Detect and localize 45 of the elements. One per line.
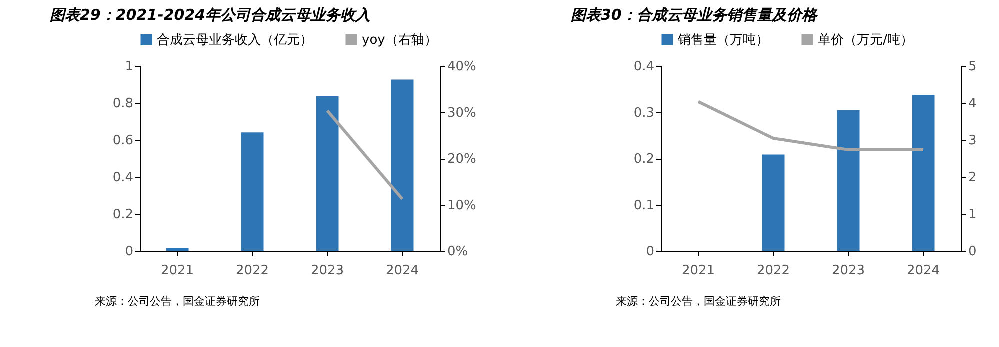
y-tick-label: 0.6: [112, 134, 134, 148]
y2-tick-label: 1: [968, 208, 977, 222]
x-tick-label: 2022: [756, 264, 790, 278]
y2-tick-label: 0: [968, 244, 977, 260]
source-note: 来源：公司公告，国金证券研究所: [616, 295, 781, 308]
y-tick-label: 0.3: [634, 106, 654, 121]
bar: [912, 95, 935, 251]
y2-tick-label: 2: [968, 170, 977, 186]
source-note: 来源：公司公告，国金证券研究所: [95, 295, 260, 308]
y-tick-label: 0: [646, 244, 654, 260]
legend-label: 合成云母业务收入（亿元）: [157, 32, 313, 48]
x-tick-label: 2021: [160, 264, 194, 278]
y2-tick-label: 10%: [448, 198, 476, 214]
chart-title: 图表30：合成云母业务销售量及价格: [571, 6, 819, 24]
x-tick-label: 2021: [682, 264, 716, 278]
bar: [166, 248, 189, 251]
bar: [391, 80, 414, 251]
y-tick-label: 0.8: [112, 96, 134, 112]
bar: [762, 154, 785, 251]
bar: [241, 132, 264, 251]
y-tick-label: 0.2: [112, 208, 134, 222]
y2-tick-label: 20%: [448, 152, 476, 167]
y-tick-label: 0.2: [634, 152, 654, 167]
x-tick-label: 2023: [832, 264, 866, 278]
legend-label: 销售量（万吨）: [677, 32, 769, 48]
x-tick-label: 2024: [906, 264, 940, 278]
legend-label: 单价（万元/吨）: [818, 32, 914, 48]
chart-title: 图表29：2021-2024年公司合成云母业务收入: [50, 6, 371, 24]
y2-tick-label: 40%: [448, 60, 476, 74]
y2-tick-label: 30%: [448, 106, 476, 121]
y-tick-label: 0.1: [634, 198, 654, 214]
y-tick-label: 0: [125, 244, 134, 260]
y-tick-label: 1: [125, 60, 134, 74]
x-tick-label: 2022: [236, 264, 270, 278]
y-tick-label: 0.4: [634, 60, 654, 74]
y2-tick-label: 3: [968, 134, 977, 148]
bar: [316, 96, 339, 251]
x-tick-label: 2024: [386, 264, 420, 278]
bar: [837, 110, 860, 251]
y2-tick-label: 0%: [448, 244, 468, 260]
y2-tick-label: 4: [968, 96, 977, 112]
y2-tick-label: 5: [968, 60, 977, 74]
x-tick-label: 2023: [310, 264, 344, 278]
y-tick-label: 0.4: [112, 170, 134, 186]
legend-label: yoy（右轴）: [362, 32, 438, 48]
